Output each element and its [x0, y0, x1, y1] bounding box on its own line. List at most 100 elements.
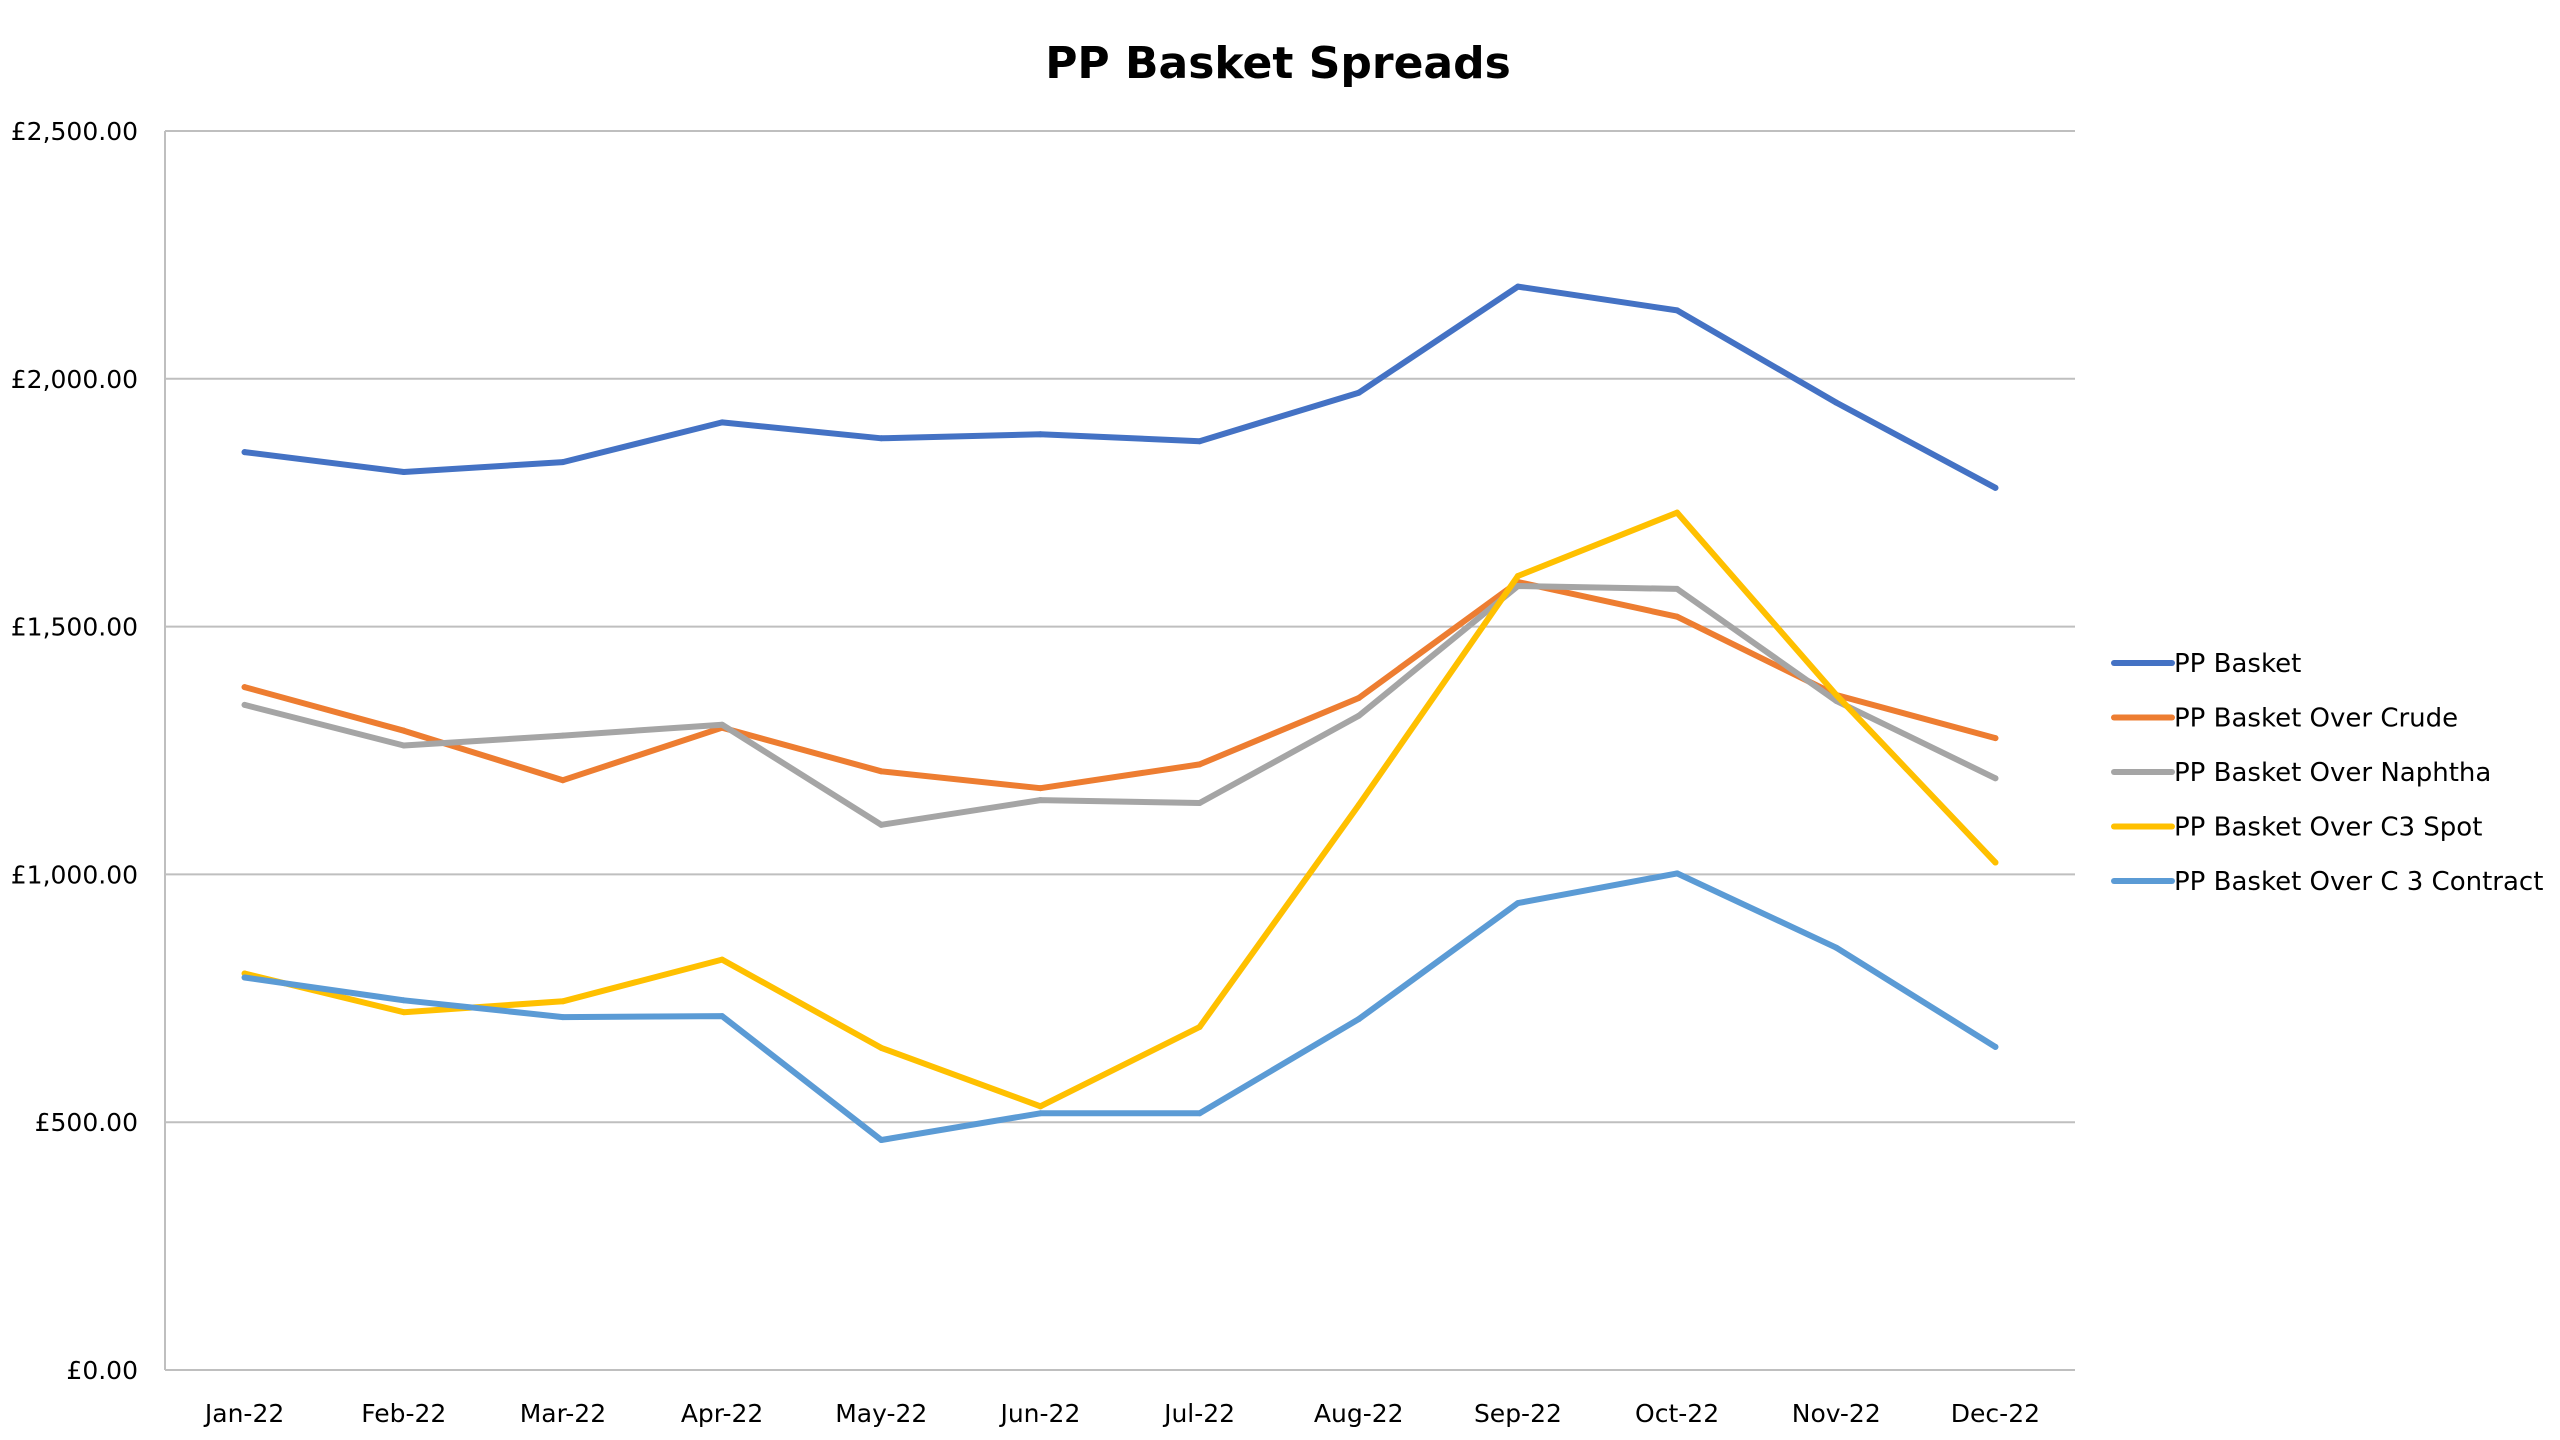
data-point [1514, 900, 1521, 907]
data-point [1514, 283, 1521, 290]
data-point [559, 459, 566, 466]
chart-title: PP Basket Spreads [1045, 38, 1511, 89]
series-line [241, 509, 1999, 1110]
x-tick-label: Oct-22 [1635, 1399, 1719, 1428]
legend-label: PP Basket Over Crude [2174, 704, 2458, 734]
x-tick-label: Sep-22 [1474, 1399, 1562, 1428]
data-point [719, 956, 726, 963]
data-point [1355, 1016, 1362, 1023]
series-3 [241, 582, 1999, 828]
series-group [241, 283, 1999, 1144]
legend-label: PP Basket [2174, 649, 2301, 679]
y-tick-label: £1,000.00 [11, 860, 138, 889]
legend-label: PP Basket Over C3 Spot [2174, 813, 2482, 843]
data-point [1196, 1110, 1203, 1117]
y-tick-label: £2,000.00 [11, 365, 138, 394]
legend-item: PP Basket Over Crude [2111, 704, 2458, 734]
data-point [1037, 1110, 1044, 1117]
data-point [400, 727, 407, 734]
data-point [719, 1013, 726, 1020]
data-point [241, 701, 248, 708]
data-point [878, 435, 885, 442]
y-axis: £0.00 £500.00 £1,000.00 £1,500.00 £2,000.00 £… [11, 117, 166, 1385]
legend-item: PP Basket [2111, 649, 2301, 679]
data-point [1992, 484, 1999, 491]
y-tick-label: £1,500.00 [11, 613, 138, 642]
data-point [241, 684, 248, 691]
data-point [719, 721, 726, 728]
series-4 [241, 509, 1999, 1110]
data-point [1674, 509, 1681, 516]
data-point [1674, 585, 1681, 592]
data-point [1833, 691, 1840, 698]
x-tick-label: Dec-22 [1951, 1399, 2040, 1428]
data-point [241, 974, 248, 981]
data-point [1833, 944, 1840, 951]
data-point [1514, 573, 1521, 580]
data-point [1992, 735, 1999, 742]
data-point [1514, 582, 1521, 589]
data-point [400, 997, 407, 1004]
data-point [400, 742, 407, 749]
data-point [1992, 775, 1999, 782]
series-1 [241, 283, 1999, 491]
data-point [1037, 431, 1044, 438]
data-point [1196, 1024, 1203, 1031]
gridlines [165, 130, 2075, 1371]
data-point [1196, 761, 1203, 768]
data-point [1037, 797, 1044, 804]
data-point [559, 998, 566, 1005]
data-point [559, 1014, 566, 1021]
data-point [241, 449, 248, 456]
x-tick-label: Jun-22 [998, 1399, 1080, 1428]
series-line [241, 579, 1999, 792]
data-point [1196, 438, 1203, 445]
x-axis: Jan-22 Feb-22 Mar-22 Apr-22 May-22 Jun-22 Jul-… [203, 1399, 2040, 1428]
x-tick-label: May-22 [835, 1399, 927, 1428]
data-point [1992, 859, 1999, 866]
data-point [1037, 785, 1044, 792]
legend: PP Basket PP Basket Over Crude PP Basket O… [2111, 649, 2543, 897]
legend-item: PP Basket Over Naphtha [2111, 758, 2491, 788]
data-point [878, 821, 885, 828]
legend-label: PP Basket Over Naphtha [2174, 758, 2491, 788]
series-line [241, 283, 1999, 491]
y-tick-label: £2,500.00 [11, 117, 138, 146]
legend-label: PP Basket Over C 3 Contract [2174, 867, 2543, 897]
data-point [1674, 870, 1681, 877]
series-line [241, 583, 1999, 828]
data-point [400, 1009, 407, 1016]
data-point [559, 777, 566, 784]
x-tick-label: Apr-22 [681, 1399, 763, 1428]
data-point [1674, 613, 1681, 620]
y-tick-label: £500.00 [35, 1108, 138, 1137]
data-point [559, 732, 566, 739]
data-point [719, 419, 726, 426]
x-tick-label: Aug-22 [1314, 1399, 1404, 1428]
series-5 [241, 870, 1999, 1144]
data-point [1355, 802, 1362, 809]
data-point [1674, 307, 1681, 314]
data-point [878, 768, 885, 775]
data-point [1355, 694, 1362, 701]
series-2 [241, 578, 1999, 792]
legend-item: PP Basket Over C 3 Contract [2111, 867, 2543, 897]
x-tick-label: Feb-22 [361, 1399, 446, 1428]
data-point [1355, 389, 1362, 396]
series-line [241, 870, 1999, 1143]
data-point [1355, 712, 1362, 719]
data-point [1833, 399, 1840, 406]
x-tick-label: Jan-22 [203, 1399, 284, 1428]
data-point [400, 468, 407, 475]
x-tick-label: Mar-22 [520, 1399, 606, 1428]
data-point [878, 1137, 885, 1144]
x-tick-label: Jul-22 [1162, 1399, 1235, 1428]
data-point [1992, 1043, 1999, 1050]
legend-item: PP Basket Over C3 Spot [2111, 813, 2482, 843]
data-point [878, 1044, 885, 1051]
data-point [1196, 800, 1203, 807]
y-tick-label: £0.00 [66, 1356, 138, 1385]
data-point [1037, 1103, 1044, 1110]
x-tick-label: Nov-22 [1792, 1399, 1881, 1428]
